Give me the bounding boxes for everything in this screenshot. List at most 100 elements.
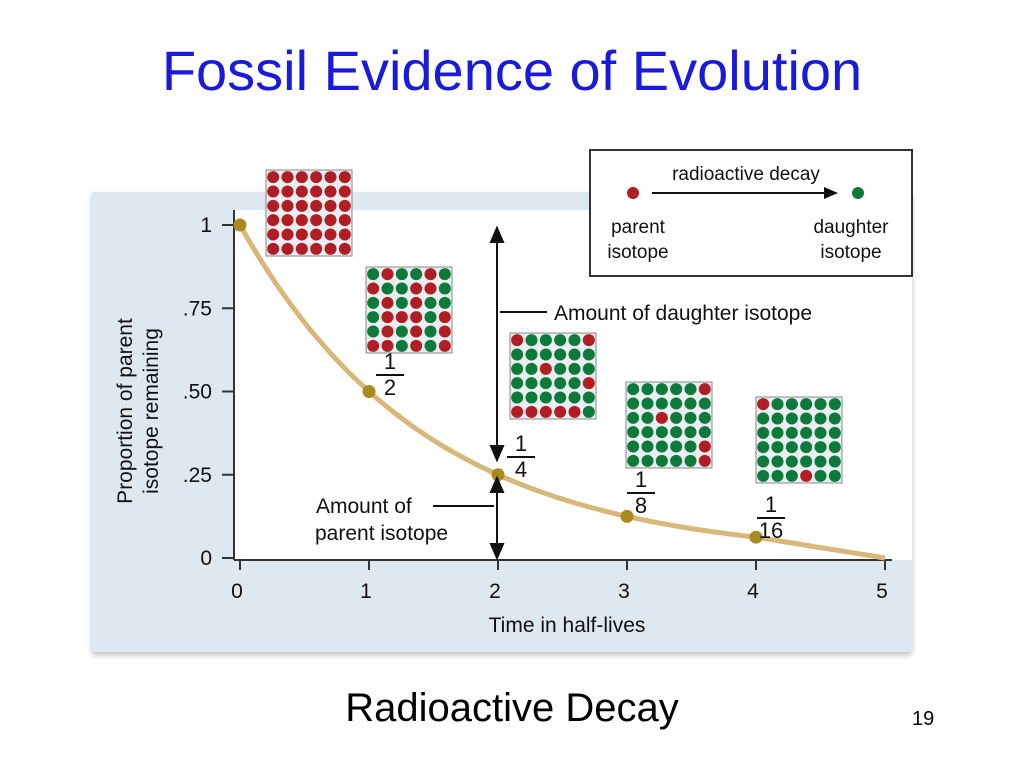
legend-parent-dot: [627, 187, 639, 199]
y-tick-label: .25: [183, 464, 212, 487]
parent-atom: [539, 405, 552, 418]
parent-atom: [381, 268, 394, 281]
isotope-grids: [265, 169, 843, 484]
parent-atom: [310, 185, 323, 198]
daughter-atom: [771, 398, 784, 411]
daughter-atom: [670, 440, 683, 453]
daughter-atom: [655, 440, 668, 453]
parent-atom: [525, 405, 538, 418]
fraction-numerator: 1: [765, 492, 777, 517]
daughter-atom: [511, 348, 524, 361]
parent-atom: [410, 339, 423, 352]
parent-atom: [582, 334, 595, 347]
daughter-atom: [670, 383, 683, 396]
parent-atom: [324, 171, 337, 184]
parent-atom: [310, 199, 323, 212]
daughter-atom: [424, 339, 437, 352]
parent-atom: [438, 339, 451, 352]
parent-atom: [367, 339, 380, 352]
parent-atom: [267, 242, 280, 255]
daughter-atom: [525, 377, 538, 390]
daughter-atom: [641, 397, 654, 410]
parent-atom: [295, 171, 308, 184]
daughter-atom: [641, 426, 654, 439]
daughter-atom: [771, 441, 784, 454]
daughter-atom: [684, 397, 697, 410]
daughter-atom: [539, 391, 552, 404]
daughter-atom: [554, 391, 567, 404]
parent-atom: [698, 454, 711, 467]
parent-atom: [338, 171, 351, 184]
daughter-atom: [684, 454, 697, 467]
fraction-numerator: 1: [635, 467, 647, 492]
daughter-atom: [814, 469, 827, 482]
daughter-atom: [568, 362, 581, 375]
isotope-grid-1: [365, 266, 453, 354]
daughter-atom: [627, 411, 640, 424]
parent-atom: [757, 398, 770, 411]
y-tick-label: 1: [200, 214, 212, 237]
legend-parent-line1: parent: [611, 217, 666, 238]
daughter-atom: [395, 325, 408, 338]
daughter-atom: [698, 397, 711, 410]
legend-daughter-dot: [852, 187, 864, 199]
daughter-atom: [670, 397, 683, 410]
fraction-denominator: 4: [515, 457, 527, 482]
daughter-atom: [410, 268, 423, 281]
daughter-atom: [438, 268, 451, 281]
parent-atom: [554, 405, 567, 418]
daughter-atom: [814, 412, 827, 425]
daughter-atom: [641, 383, 654, 396]
parent-atom: [324, 199, 337, 212]
parent-atom: [381, 339, 394, 352]
daughter-atom: [828, 469, 841, 482]
parent-amount-label-line1: Amount of: [316, 495, 412, 518]
daughter-atom: [698, 426, 711, 439]
daughter-atom: [670, 426, 683, 439]
daughter-atom: [684, 426, 697, 439]
daughter-atom: [698, 411, 711, 424]
parent-atom: [582, 377, 595, 390]
decay-curve: [237, 223, 886, 561]
daughter-atom: [785, 426, 798, 439]
parent-atom: [410, 296, 423, 309]
daughter-atom: [757, 441, 770, 454]
daughter-atom: [771, 469, 784, 482]
daughter-atom: [814, 398, 827, 411]
y-axis-label-line2: isotope remaining: [140, 328, 163, 494]
amount-arrows: [489, 225, 505, 561]
daughter-atom: [785, 398, 798, 411]
daughter-atom: [568, 391, 581, 404]
daughter-atom: [684, 411, 697, 424]
daughter-atom: [800, 426, 813, 439]
parent-atom: [410, 282, 423, 295]
data-point-3: [620, 509, 634, 523]
daughter-atom: [582, 362, 595, 375]
daughter-atom: [367, 311, 380, 324]
daughter-atom: [511, 391, 524, 404]
daughter-atom: [627, 440, 640, 453]
parent-atom: [310, 171, 323, 184]
parent-atom: [295, 242, 308, 255]
daughter-atom: [828, 398, 841, 411]
parent-atom: [381, 311, 394, 324]
data-point-1: [362, 385, 376, 398]
parent-atom: [338, 242, 351, 255]
daughter-atom: [539, 348, 552, 361]
parent-atom: [381, 296, 394, 309]
daughter-atom: [525, 348, 538, 361]
daughter-atom: [367, 268, 380, 281]
x-tick-label: 5: [876, 580, 888, 603]
daughter-atom: [814, 426, 827, 439]
fraction-8: 18: [627, 467, 655, 518]
data-point-2: [491, 468, 505, 482]
daughter-atom: [395, 268, 408, 281]
parent-atom: [438, 311, 451, 324]
parent-atom: [511, 334, 524, 347]
legend-arrow-head: [824, 187, 838, 199]
daughter-atom: [568, 377, 581, 390]
daughter-atom: [641, 454, 654, 467]
parent-atom: [310, 242, 323, 255]
daughter-atom: [655, 397, 668, 410]
